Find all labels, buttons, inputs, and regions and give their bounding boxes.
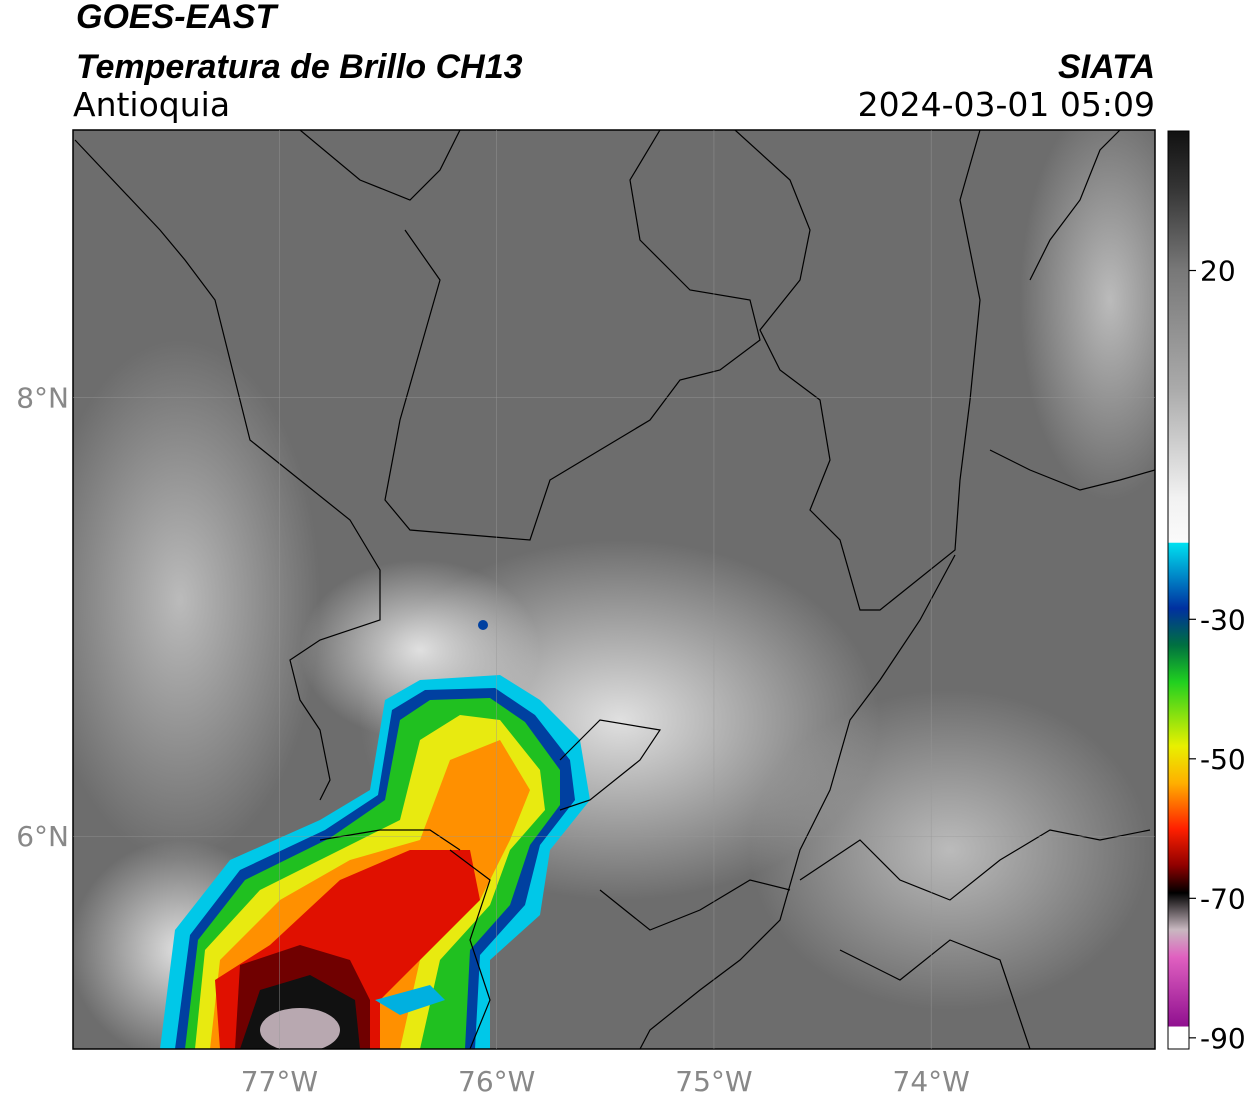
x-tick-label: 75°W <box>675 1065 752 1098</box>
product: Temperatura de Brillo CH13 <box>76 48 523 86</box>
y-tick-label: 6°N <box>16 820 69 853</box>
colorbar-tick-label: -90 <box>1200 1022 1246 1055</box>
map-image <box>73 130 1155 1049</box>
satellite: GOES-EAST <box>76 0 279 36</box>
y-tick-label: 8°N <box>16 382 69 415</box>
colorbar-tick-label: 20 <box>1200 255 1236 288</box>
borders <box>74 130 1155 1049</box>
colorbar-tick-label: -50 <box>1200 743 1246 776</box>
colorbar-tick-label: -30 <box>1200 603 1246 636</box>
x-tick-label: 77°W <box>241 1065 318 1098</box>
region: Antioquia <box>73 85 230 124</box>
x-tick-label: 76°W <box>458 1065 535 1098</box>
colorbar <box>1167 130 1190 1050</box>
axes: 77°W 76°W 75°W 74°W 8°N 6°N 20 -30 -50 -70 -90 <box>16 130 1246 1098</box>
organization: SIATA <box>1058 48 1155 86</box>
datetime: 2024-03-01 05:09 <box>858 85 1155 124</box>
map-frame <box>72 129 1156 1050</box>
x-tick-label: 74°W <box>893 1065 970 1098</box>
colorbar-tick-label: -70 <box>1200 882 1246 915</box>
